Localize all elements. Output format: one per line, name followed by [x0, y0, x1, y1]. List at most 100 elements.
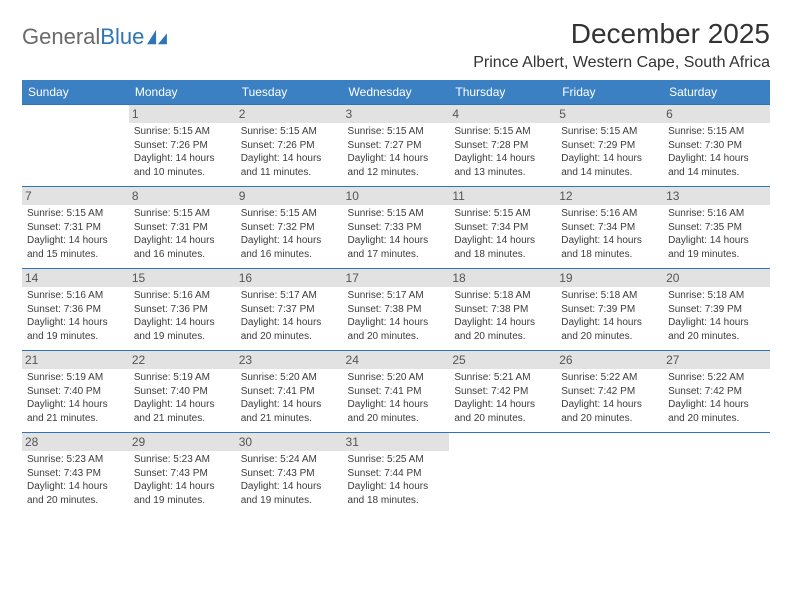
- day-info: Sunrise: 5:20 AMSunset: 7:41 PMDaylight:…: [241, 371, 338, 425]
- weekday-header: Friday: [556, 80, 663, 105]
- calendar-row: 21 Sunrise: 5:19 AMSunset: 7:40 PMDayligh…: [22, 351, 770, 433]
- calendar-day: 10 Sunrise: 5:15 AMSunset: 7:33 PMDayligh…: [343, 187, 450, 269]
- day-number: 22: [129, 351, 236, 369]
- day-number: 12: [556, 187, 663, 205]
- calendar-day: 12 Sunrise: 5:16 AMSunset: 7:34 PMDayligh…: [556, 187, 663, 269]
- day-info: Sunrise: 5:15 AMSunset: 7:29 PMDaylight:…: [561, 125, 658, 179]
- calendar-day-empty: [449, 433, 556, 515]
- weekday-header: Thursday: [449, 80, 556, 105]
- day-info: Sunrise: 5:15 AMSunset: 7:32 PMDaylight:…: [241, 207, 338, 261]
- day-info: Sunrise: 5:15 AMSunset: 7:33 PMDaylight:…: [348, 207, 445, 261]
- day-number: 4: [449, 105, 556, 123]
- calendar-day: 16 Sunrise: 5:17 AMSunset: 7:37 PMDayligh…: [236, 269, 343, 351]
- day-info: Sunrise: 5:15 AMSunset: 7:28 PMDaylight:…: [454, 125, 551, 179]
- location: Prince Albert, Western Cape, South Afric…: [473, 54, 770, 72]
- calendar-day: 7Sunrise: 5:15 AMSunset: 7:31 PMDaylight…: [22, 187, 129, 269]
- day-number: 31: [343, 433, 450, 451]
- calendar-row: 14 Sunrise: 5:16 AMSunset: 7:36 PMDayligh…: [22, 269, 770, 351]
- calendar-row: 28Sunrise: 5:23 AMSunset: 7:43 PMDayligh…: [22, 433, 770, 515]
- day-number: 10: [343, 187, 450, 205]
- weekday-header: Saturday: [663, 80, 770, 105]
- day-number: 23: [236, 351, 343, 369]
- page-title: December 2025: [473, 18, 770, 50]
- day-number: 6: [663, 105, 770, 123]
- day-info: Sunrise: 5:15 AMSunset: 7:34 PMDaylight:…: [454, 207, 551, 261]
- day-info: Sunrise: 5:16 AMSunset: 7:35 PMDaylight:…: [668, 207, 765, 261]
- calendar-day-empty: [22, 105, 129, 187]
- calendar-day: 11Sunrise: 5:15 AMSunset: 7:34 PMDayligh…: [449, 187, 556, 269]
- day-number: 30: [236, 433, 343, 451]
- calendar-day: 17Sunrise: 5:17 AMSunset: 7:38 PMDayligh…: [343, 269, 450, 351]
- calendar-day: 19Sunrise: 5:18 AMSunset: 7:39 PMDayligh…: [556, 269, 663, 351]
- calendar-day-empty: [663, 433, 770, 515]
- day-info: Sunrise: 5:16 AMSunset: 7:36 PMDaylight:…: [134, 289, 231, 343]
- day-number: 27: [663, 351, 770, 369]
- calendar-day: 6 Sunrise: 5:15 AMSunset: 7:30 PMDaylight…: [663, 105, 770, 187]
- day-info: Sunrise: 5:15 AMSunset: 7:31 PMDaylight:…: [27, 207, 124, 261]
- logo-text: GeneralBlue: [22, 24, 144, 50]
- day-number: 8: [129, 187, 236, 205]
- day-info: Sunrise: 5:21 AMSunset: 7:42 PMDaylight:…: [454, 371, 551, 425]
- calendar-day: 22 Sunrise: 5:19 AMSunset: 7:40 PMDayligh…: [129, 351, 236, 433]
- day-info: Sunrise: 5:15 AMSunset: 7:30 PMDaylight:…: [668, 125, 765, 179]
- day-info: Sunrise: 5:15 AMSunset: 7:26 PMDaylight:…: [134, 125, 231, 179]
- weekday-header: Monday: [129, 80, 236, 105]
- day-info: Sunrise: 5:24 AMSunset: 7:43 PMDaylight:…: [241, 453, 338, 507]
- day-number: 16: [236, 269, 343, 287]
- day-number: 14: [22, 269, 129, 287]
- day-info: Sunrise: 5:15 AMSunset: 7:31 PMDaylight:…: [134, 207, 231, 261]
- day-number: 29: [129, 433, 236, 451]
- calendar-day: 14Sunrise: 5:16 AMSunset: 7:36 PMDayligh…: [22, 269, 129, 351]
- day-number: 17: [343, 269, 450, 287]
- day-info: Sunrise: 5:18 AMSunset: 7:39 PMDaylight:…: [668, 289, 765, 343]
- day-number: 3: [343, 105, 450, 123]
- calendar-day: 21 Sunrise: 5:19 AMSunset: 7:40 PMDayligh…: [22, 351, 129, 433]
- day-number: 24: [343, 351, 450, 369]
- day-number: 21: [22, 351, 129, 369]
- day-info: Sunrise: 5:15 AMSunset: 7:26 PMDaylight:…: [241, 125, 338, 179]
- day-info: Sunrise: 5:15 AMSunset: 7:27 PMDaylight:…: [348, 125, 445, 179]
- calendar-day: 18 Sunrise: 5:18 AMSunset: 7:38 PMDayligh…: [449, 269, 556, 351]
- logo-sail-icon: [146, 28, 168, 46]
- day-number: 15: [129, 269, 236, 287]
- day-number: 20: [663, 269, 770, 287]
- calendar-day: 26 Sunrise: 5:22 AMSunset: 7:42 PMDayligh…: [556, 351, 663, 433]
- day-info: Sunrise: 5:18 AMSunset: 7:38 PMDaylight:…: [454, 289, 551, 343]
- day-info: Sunrise: 5:19 AMSunset: 7:40 PMDaylight:…: [27, 371, 124, 425]
- calendar-day: 15 Sunrise: 5:16 AMSunset: 7:36 PMDayligh…: [129, 269, 236, 351]
- day-info: Sunrise: 5:16 AMSunset: 7:34 PMDaylight:…: [561, 207, 658, 261]
- day-number: 5: [556, 105, 663, 123]
- calendar-table: SundayMondayTuesdayWednesdayThursdayFrid…: [22, 80, 770, 515]
- logo-part1: General: [22, 24, 100, 49]
- day-number: 1: [129, 105, 236, 123]
- calendar-day: 24 Sunrise: 5:20 AMSunset: 7:41 PMDayligh…: [343, 351, 450, 433]
- weekday-header: Tuesday: [236, 80, 343, 105]
- day-number: 2: [236, 105, 343, 123]
- calendar-day-empty: [556, 433, 663, 515]
- calendar-day: 30 Sunrise: 5:24 AMSunset: 7:43 PMDayligh…: [236, 433, 343, 515]
- calendar-day: 31Sunrise: 5:25 AMSunset: 7:44 PMDayligh…: [343, 433, 450, 515]
- day-info: Sunrise: 5:22 AMSunset: 7:42 PMDaylight:…: [668, 371, 765, 425]
- day-info: Sunrise: 5:22 AMSunset: 7:42 PMDaylight:…: [561, 371, 658, 425]
- weekday-header-row: SundayMondayTuesdayWednesdayThursdayFrid…: [22, 80, 770, 105]
- calendar-day: 4 Sunrise: 5:15 AMSunset: 7:28 PMDaylight…: [449, 105, 556, 187]
- calendar-day: 25 Sunrise: 5:21 AMSunset: 7:42 PMDayligh…: [449, 351, 556, 433]
- day-info: Sunrise: 5:23 AMSunset: 7:43 PMDaylight:…: [27, 453, 124, 507]
- day-number: 25: [449, 351, 556, 369]
- day-info: Sunrise: 5:18 AMSunset: 7:39 PMDaylight:…: [561, 289, 658, 343]
- weekday-header: Wednesday: [343, 80, 450, 105]
- calendar-day: 3 Sunrise: 5:15 AMSunset: 7:27 PMDaylight…: [343, 105, 450, 187]
- calendar-day: 28Sunrise: 5:23 AMSunset: 7:43 PMDayligh…: [22, 433, 129, 515]
- day-info: Sunrise: 5:17 AMSunset: 7:37 PMDaylight:…: [241, 289, 338, 343]
- calendar-row: 7Sunrise: 5:15 AMSunset: 7:31 PMDaylight…: [22, 187, 770, 269]
- calendar-day: 5 Sunrise: 5:15 AMSunset: 7:29 PMDaylight…: [556, 105, 663, 187]
- day-info: Sunrise: 5:19 AMSunset: 7:40 PMDaylight:…: [134, 371, 231, 425]
- calendar-day: 8 Sunrise: 5:15 AMSunset: 7:31 PMDaylight…: [129, 187, 236, 269]
- day-number: 26: [556, 351, 663, 369]
- logo: GeneralBlue: [22, 18, 168, 50]
- day-number: 9: [236, 187, 343, 205]
- calendar-day: 13Sunrise: 5:16 AMSunset: 7:35 PMDayligh…: [663, 187, 770, 269]
- calendar-day: 27 Sunrise: 5:22 AMSunset: 7:42 PMDayligh…: [663, 351, 770, 433]
- day-info: Sunrise: 5:20 AMSunset: 7:41 PMDaylight:…: [348, 371, 445, 425]
- day-number: 18: [449, 269, 556, 287]
